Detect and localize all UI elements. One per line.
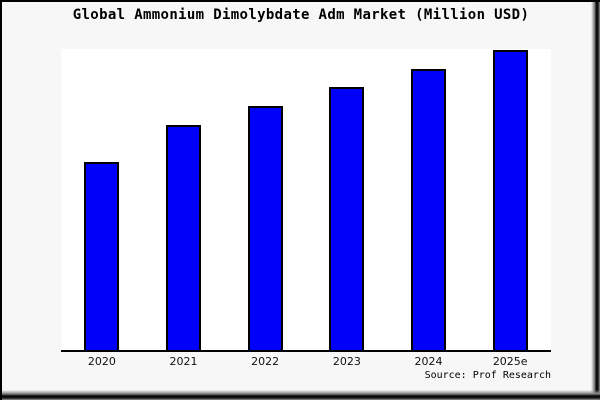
x-tick-label: 2021 [169, 355, 198, 368]
x-tick-label: 2025e [492, 355, 528, 368]
bars-container [61, 49, 551, 350]
plot-area [61, 49, 551, 352]
frame-shadow-bottom [2, 390, 600, 400]
bar-2025e [492, 49, 528, 350]
bar-slot [469, 49, 551, 350]
x-tick-label: 2020 [87, 355, 116, 368]
frame-shadow-right [591, 2, 600, 400]
bar-slot [143, 49, 225, 350]
bar-slot [224, 49, 306, 350]
x-tick-label: 2024 [414, 355, 443, 368]
bar-2022 [247, 106, 283, 350]
bar-slot [388, 49, 470, 350]
bar-2023 [329, 86, 365, 350]
bar-2024 [411, 68, 447, 350]
bar-2020 [84, 161, 120, 350]
bar-slot [306, 49, 388, 350]
x-tick-label: 2023 [332, 355, 361, 368]
x-tick-label: 2022 [251, 355, 280, 368]
bar-2021 [166, 124, 201, 350]
chart-title: Global Ammonium Dimolybdate Adm Market (… [72, 7, 530, 23]
bar-slot [61, 49, 143, 350]
x-axis-labels: 2020 2021 2022 2023 2024 2025e [61, 355, 551, 368]
source-credit: Source: Prof Research [424, 370, 551, 381]
